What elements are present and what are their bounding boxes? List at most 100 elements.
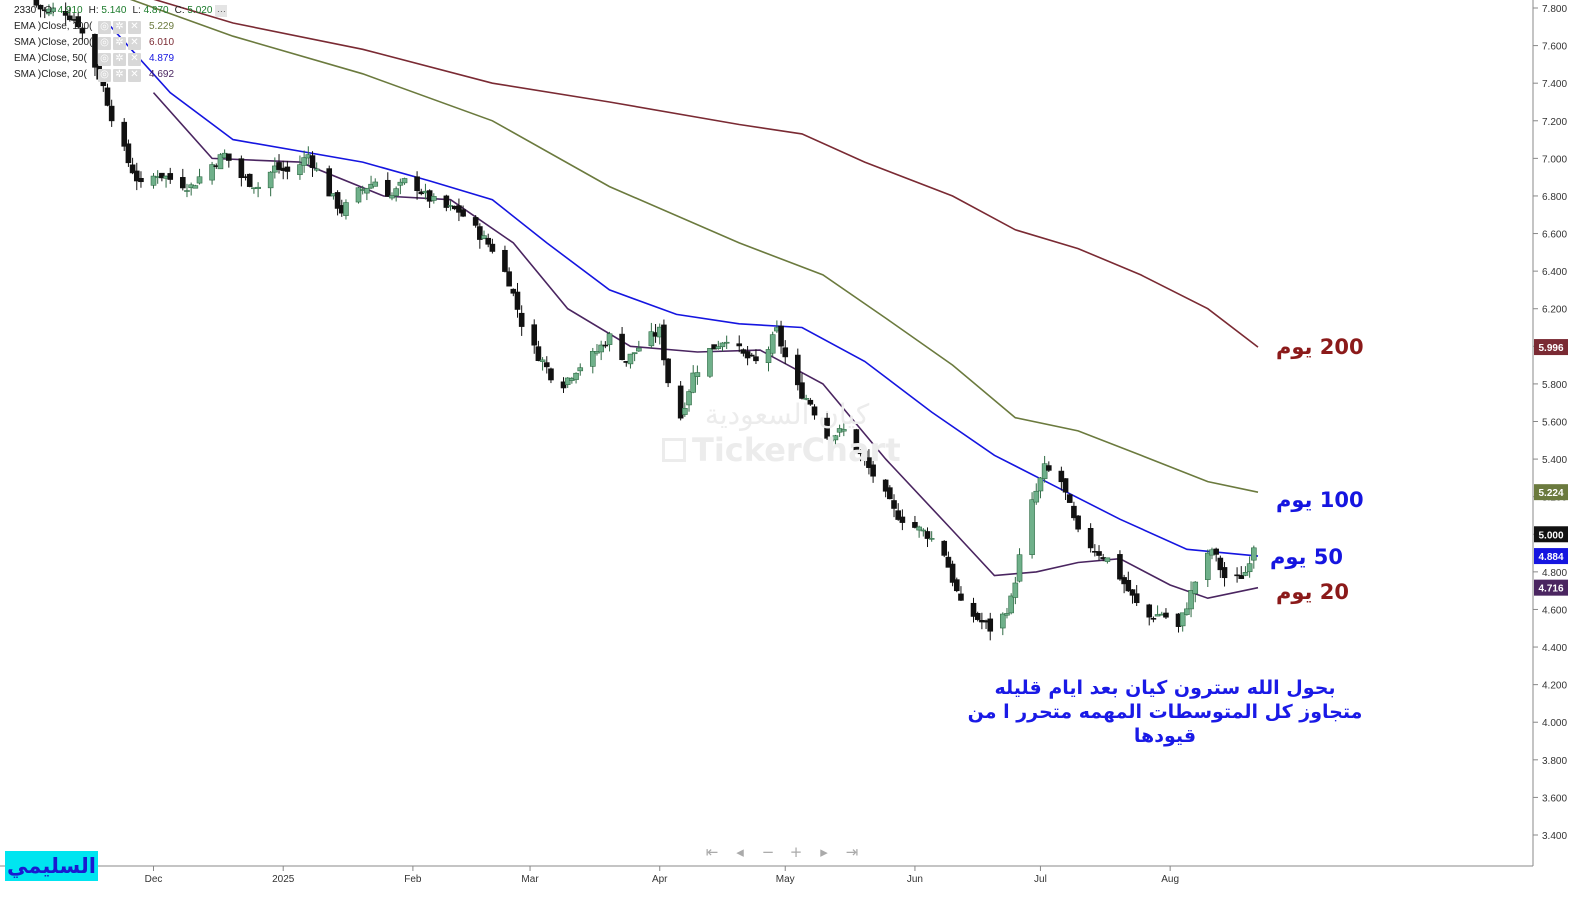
scroll-right-icon[interactable]: ▸ [820,843,828,861]
candle-body [949,563,956,583]
candle-body [121,121,128,147]
candle-body [1004,613,1010,616]
candle-body [1238,575,1245,579]
ema50-line [106,22,1259,557]
visibility-icon[interactable]: ◎ [98,52,111,66]
close-icon[interactable]: ✕ [128,68,141,82]
candle-body [1192,581,1199,594]
candle-body [481,235,487,239]
candle-body [297,164,303,175]
candle-body [539,359,546,362]
y-tick-label: 4.200 [1542,681,1567,692]
last-value-label: 4.884 [1538,552,1563,563]
visibility-icon[interactable]: ◎ [98,20,111,34]
candle-body [665,358,671,384]
candle-body [548,368,554,381]
zoom-out-icon[interactable]: − [761,843,775,861]
settings-icon[interactable]: ✲ [113,36,126,50]
candle-body [636,347,642,352]
candlesticks [33,0,1257,641]
candle-body [987,618,994,632]
candle-body [958,593,964,601]
candle-body [1150,618,1157,620]
candle-body [447,205,454,207]
candle-body [744,351,751,359]
candle-body [384,179,391,197]
candle-body [953,579,960,592]
candle-body [1075,515,1081,530]
candle-body [782,347,789,358]
candle-body [891,500,897,509]
candle-body [589,351,596,367]
scroll-left-icon[interactable]: ◂ [736,843,744,861]
label-sma20: 20 يوم [1276,580,1349,604]
candle-body [748,354,755,357]
candle-body [765,349,772,363]
analysis-note: بحول الله سترون كيان بعد ايام قليله متجا… [960,676,1370,748]
x-tick-label: Dec [145,874,163,885]
price-axis[interactable]: 7.800 7.600 7.400 7.200 7.000 6.800 6.600 6.400… [1533,4,1567,842]
candle-body [811,406,818,416]
indicator-value: 5.229 [149,21,175,32]
candle-body [799,382,805,399]
candle-body [753,356,759,362]
candle-body [686,391,692,406]
candle-body [150,175,157,186]
candle-body [309,155,316,168]
candle-body [506,271,512,287]
time-axis[interactable]: Dec 2025 Feb Mar Apr May Jun Jul Aug [145,866,1179,885]
visibility-icon[interactable]: ◎ [98,36,111,50]
candle-body [196,176,203,184]
candle-body [1204,552,1211,580]
candle-body [1133,593,1140,604]
candle-body [209,164,215,181]
candle-body [1046,465,1052,471]
candle-body [129,164,136,174]
visibility-icon[interactable]: ◎ [98,68,111,82]
candle-body [535,346,542,361]
chart-navigation: ⇤ ◂ − + ▸ ⇥ [704,843,860,861]
last-value-tag [1534,484,1568,501]
ohlc-open: O: 4.910 [44,5,83,16]
y-tick-label: 7.400 [1542,79,1567,90]
candle-body [1058,470,1065,483]
candle-body [426,190,433,202]
candle-body [343,202,349,216]
candle-body [456,205,462,213]
candle-body [75,16,82,28]
zoom-in-icon[interactable]: + [789,843,803,861]
last-page-icon[interactable]: ⇥ [845,843,859,861]
last-value-label: 5.996 [1538,343,1563,354]
candle-body [1037,477,1044,492]
candle-body [1221,567,1228,579]
candle-body [443,195,450,208]
y-tick-label: 5.800 [1542,380,1567,391]
settings-icon[interactable]: ✲ [113,52,126,66]
candle-body [648,331,655,347]
first-page-icon[interactable]: ⇤ [705,843,719,861]
candle-body [431,196,437,201]
candle-body [125,143,132,164]
last-value-label: 5.000 [1538,530,1563,541]
candle-body [364,188,370,194]
x-tick-label: Jun [907,874,923,885]
symbol-code: 2330 [14,5,37,16]
close-icon[interactable]: ✕ [128,20,141,34]
indicator-row-ema50: EMA )Close, 50( ◎ ✲ ✕ 4.879 [14,51,227,67]
candle-body [694,372,701,377]
candle-body [899,516,906,523]
close-icon[interactable]: ✕ [128,52,141,66]
x-tick-label: Feb [404,874,422,885]
settings-icon[interactable]: ✲ [113,68,126,82]
indicator-value: 6.010 [149,37,175,48]
close-icon[interactable]: ✕ [128,36,141,50]
candle-body [1188,590,1194,610]
more-options-icon[interactable]: ··· [215,5,228,17]
candle-body [79,27,86,34]
candle-body [861,450,868,460]
candle-body [531,324,538,346]
settings-icon[interactable]: ✲ [113,20,126,34]
y-tick-label: 4.600 [1542,605,1567,616]
ohlc-close: C: 5.020 [174,5,213,16]
